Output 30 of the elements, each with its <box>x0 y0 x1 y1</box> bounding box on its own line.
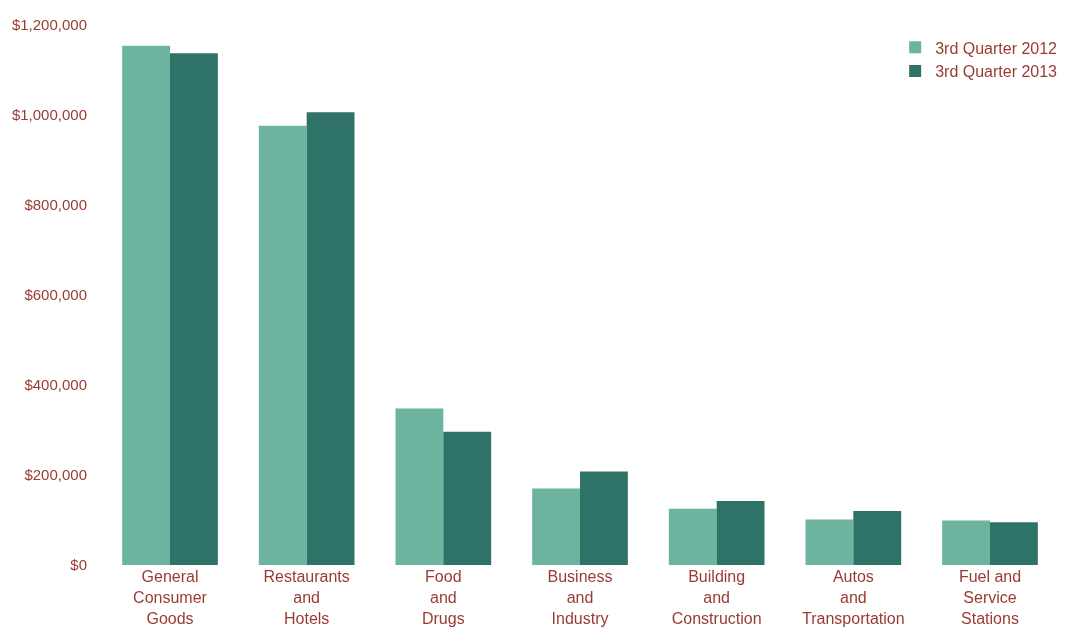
bar <box>532 488 580 565</box>
y-tick-label: $0 <box>70 556 87 574</box>
x-tick-label: Building and Construction <box>671 568 762 627</box>
x-tick-label: Fuel and Service Stations <box>958 568 1022 627</box>
legend-label: 3rd Quarter 2012 <box>935 39 1058 57</box>
x-tick-label: Restaurants and Hotels <box>263 568 350 627</box>
y-tick-label: $600,000 <box>24 286 87 304</box>
bar <box>580 471 628 565</box>
bar <box>716 501 765 565</box>
bar <box>853 511 902 565</box>
x-tick-label: Autos and Transportation <box>802 568 905 627</box>
bar <box>395 408 444 565</box>
x-tick-label: General Consumer Goods <box>133 568 208 627</box>
bar <box>668 508 717 565</box>
y-tick-label: $400,000 <box>24 376 87 394</box>
bar <box>258 125 307 565</box>
bar <box>805 519 854 565</box>
bar <box>170 53 218 565</box>
bar <box>122 45 170 565</box>
y-tick-label: $200,000 <box>24 466 87 484</box>
bar <box>942 520 990 565</box>
x-tick-label: Food and Drugs <box>421 568 465 627</box>
bar <box>443 431 492 565</box>
legend-label: 3rd Quarter 2013 <box>935 63 1058 81</box>
y-tick-label: $1,000,000 <box>11 106 87 124</box>
y-tick-label: $1,200,000 <box>11 16 87 34</box>
bar <box>306 112 355 565</box>
x-tick-label: Business and Industry <box>547 568 613 627</box>
y-tick-label: $800,000 <box>24 196 87 214</box>
bar <box>990 522 1038 565</box>
